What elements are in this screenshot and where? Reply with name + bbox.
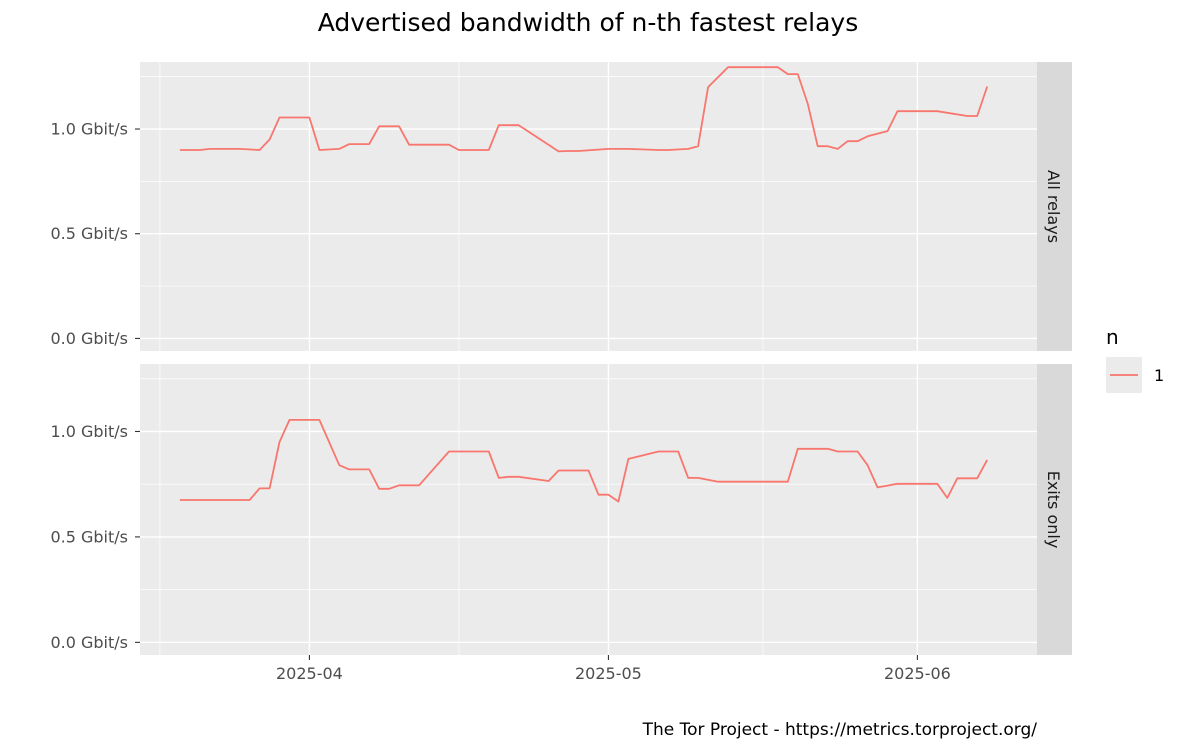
y-tick-label: 0.0 Gbit/s xyxy=(50,633,128,652)
x-tick-label: 2025-05 xyxy=(575,664,642,683)
facet-strip-label: All relays xyxy=(1044,170,1063,243)
legend-entry-label: 1 xyxy=(1154,366,1164,385)
legend: n 1 xyxy=(1106,325,1164,393)
x-tick-label: 2025-04 xyxy=(276,664,343,683)
chart-title: Advertised bandwidth of n-th fastest rel… xyxy=(318,8,859,37)
y-tick-label: 1.0 Gbit/s xyxy=(50,422,128,441)
facet-panel-exits-only: Exits only 1.0 Gbit/s 0.5 Gbit/s 0.0 Gbit/… xyxy=(50,364,1072,655)
facet-strip-label: Exits only xyxy=(1044,471,1063,549)
panel-gridlines xyxy=(140,364,1037,655)
y-axis: 1.0 Gbit/s 0.5 Gbit/s 0.0 Gbit/s xyxy=(50,422,140,652)
y-tick-label: 0.5 Gbit/s xyxy=(50,527,128,546)
panel-background xyxy=(140,62,1037,351)
y-tick-label: 1.0 Gbit/s xyxy=(50,120,128,139)
y-tick-label: 0.5 Gbit/s xyxy=(50,224,128,243)
y-tick-label: 0.0 Gbit/s xyxy=(50,329,128,348)
legend-title: n xyxy=(1106,325,1119,349)
chart-caption: The Tor Project - https://metrics.torpro… xyxy=(642,720,1038,740)
facet-panel-all-relays: All relays 1.0 Gbit/s 0.5 Gbit/s 0.0 Gbit/… xyxy=(50,62,1072,351)
facet-strip xyxy=(1037,62,1072,351)
x-tick-label: 2025-06 xyxy=(884,664,951,683)
panel-background xyxy=(140,364,1037,655)
series-line-all-relays xyxy=(179,66,989,153)
x-axis: 2025-04 2025-05 2025-06 xyxy=(276,655,951,683)
series-line-exits-only xyxy=(179,418,988,503)
y-axis: 1.0 Gbit/s 0.5 Gbit/s 0.0 Gbit/s xyxy=(50,120,140,348)
facet-strip xyxy=(1037,364,1072,655)
panel-gridlines xyxy=(140,62,1037,351)
